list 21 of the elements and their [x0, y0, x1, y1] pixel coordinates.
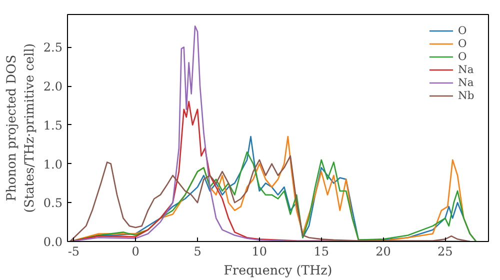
legend-label: O	[458, 50, 468, 63]
legend-label: Nb	[458, 89, 476, 102]
x-axis-title: Frequency (THz)	[224, 262, 332, 278]
y-tick-label: 1.5	[43, 118, 63, 132]
x-tick-label: 20	[376, 244, 391, 258]
legend-label: Na	[458, 63, 475, 76]
x-tick-label: 10	[252, 244, 268, 258]
y-axis-title: Phonon projected DOS (States/THz·primitive cell)	[3, 43, 36, 213]
x-tick-label: -5	[68, 244, 80, 258]
legend-label: O	[458, 37, 468, 50]
y-tick-label: 2.0	[43, 80, 63, 94]
y-tick-label: 2.5	[43, 40, 63, 55]
legend-label: O	[458, 24, 468, 37]
x-tick-label: 5	[194, 244, 202, 258]
y-tick-label: 0.0	[43, 235, 63, 249]
x-tick-label: 25	[438, 244, 453, 258]
y-tick-label: 1.0	[43, 157, 63, 172]
legend-label: Na	[458, 76, 475, 89]
x-tick-label: 0	[132, 244, 140, 258]
x-tick-label: 15	[314, 244, 329, 258]
y-tick-label: 0.5	[43, 196, 63, 210]
